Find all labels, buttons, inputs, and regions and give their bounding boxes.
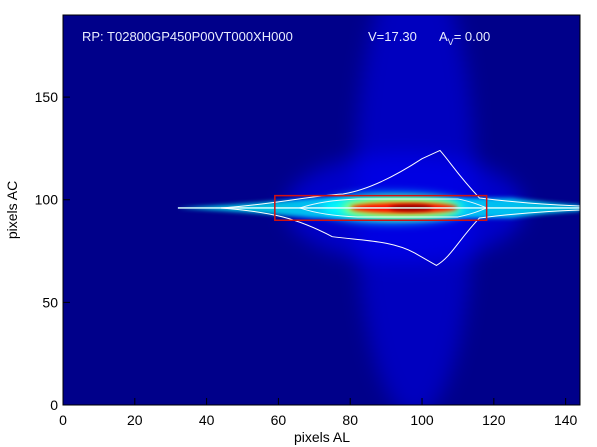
header-line: RP: T02800GP450P00VT000XH000 V=17.30 AV=… (82, 29, 490, 47)
header-v-mag: V=17.30 (368, 29, 417, 44)
y-tick-label: 50 (42, 294, 58, 310)
x-tick-label: 140 (554, 412, 578, 428)
x-tick-label: 0 (59, 412, 67, 428)
header-av-subscript: V (448, 37, 454, 47)
header-av-value: = 0.00 (454, 29, 491, 44)
y-tick-label: 100 (35, 192, 59, 208)
x-axis-title: pixels AL (294, 429, 350, 445)
x-tick-label: 120 (482, 412, 506, 428)
x-tick-label: 100 (410, 412, 434, 428)
plot-frame (62, 14, 581, 406)
x-tick-label: 60 (271, 412, 287, 428)
header-rp-id: RP: T02800GP450P00VT000XH000 (82, 29, 293, 44)
y-axis: 0 50 100 150 (35, 89, 70, 413)
x-tick-label: 80 (342, 412, 358, 428)
y-tick-label: 150 (35, 89, 59, 105)
y-axis-title: pixels AC (4, 181, 20, 239)
x-axis: 0 20 40 60 80 100 120 140 (59, 398, 578, 428)
window-box (274, 194, 488, 222)
x-tick-label: 40 (199, 412, 215, 428)
x-tick-label: 20 (127, 412, 143, 428)
header-av-label: A (439, 29, 448, 44)
y-tick-label: 0 (50, 397, 58, 413)
contour-outer (220, 149, 580, 266)
